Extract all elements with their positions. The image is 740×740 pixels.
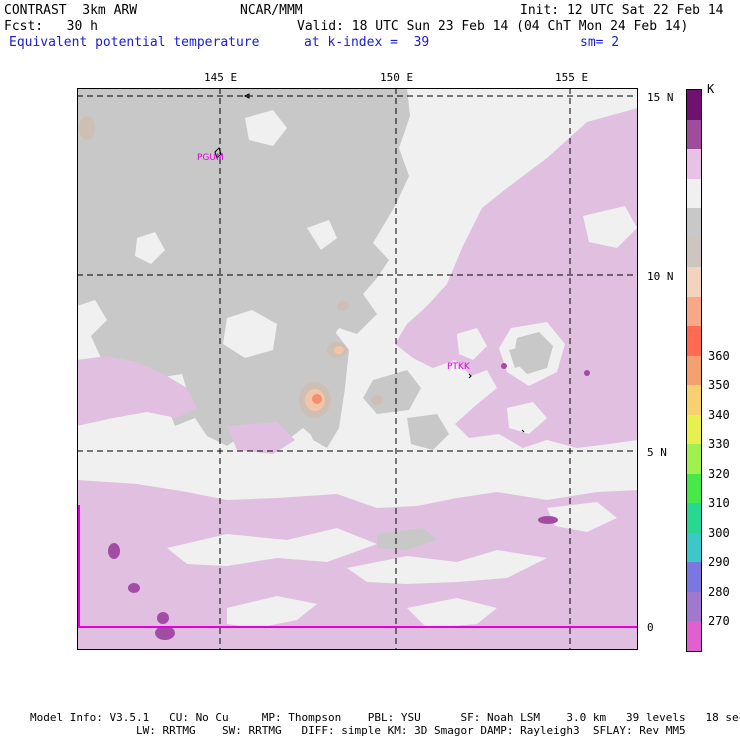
model-info-line-2: LW: RRTMG SW: RRTMG DIFF: simple KM: 3D … [30, 724, 686, 737]
legend-tick-label: 350 [708, 378, 730, 393]
level-label: at k-index = 39 [304, 35, 430, 50]
gray-strip-south [377, 528, 437, 550]
island-outline-4 [521, 429, 525, 433]
forecast-hour: Fcst: 30 h [4, 19, 98, 34]
legend-tick-label: 300 [708, 525, 730, 540]
map-frame [77, 88, 638, 650]
legend-swatch [687, 207, 701, 238]
white-channel-1 [167, 528, 377, 566]
legend-swatch [687, 89, 701, 120]
legend-tick-label: 270 [708, 614, 730, 629]
lilac-region-south [77, 480, 638, 650]
init-time: Init: 12 UTC Sat 22 Feb 14 [520, 3, 724, 18]
orange-blob-1 [312, 394, 322, 404]
color-legend [686, 89, 702, 652]
legend-tick-label: 280 [708, 584, 730, 599]
legend-tick-label: 320 [708, 466, 730, 481]
lilac-region-east [395, 108, 638, 448]
legend-swatch [687, 237, 701, 268]
lilac-hole-1 [457, 328, 487, 360]
legend-swatch [687, 178, 701, 209]
model-info-line-1: Model Info: V3.5.1 CU: No Cu MP: Thompso… [30, 711, 740, 724]
legend-tick-label: 290 [708, 555, 730, 570]
legend-swatch [687, 620, 701, 651]
gray-hole-3 [245, 110, 287, 146]
model-title: CONTRAST 3km ARW [4, 3, 138, 18]
legend-swatch [687, 119, 701, 150]
purple-patch-1 [108, 543, 120, 559]
purple-patch-6 [584, 370, 590, 376]
equator-left-bracket [78, 505, 80, 628]
legend-swatch [687, 384, 701, 415]
valid-time: Valid: 18 UTC Sun 23 Feb 14 (04 ChT Mon … [297, 19, 689, 34]
station-label-ptkk: PTKK [447, 362, 471, 372]
gray-hole-4 [307, 220, 337, 250]
lat-label-equator: 0 [647, 621, 654, 634]
purple-patch-5 [538, 516, 558, 524]
island-outline-1 [243, 93, 250, 99]
legend-swatch [687, 532, 701, 563]
lon-label-145: 145 E [204, 71, 238, 84]
legend-swatch [687, 443, 701, 474]
legend-swatch [687, 561, 701, 592]
island-outline-2 [214, 147, 222, 159]
legend-tick-label: 360 [708, 348, 730, 363]
peach-blob-2 [334, 346, 344, 354]
tan-blob-1 [79, 116, 95, 140]
theta-e-map[interactable]: PGUM PTKK [77, 88, 638, 650]
legend-swatch [687, 296, 701, 327]
legend-swatch [687, 266, 701, 297]
gray-island-2 [509, 346, 531, 368]
tan-blob-5 [371, 395, 383, 405]
legend-swatch [687, 473, 701, 504]
lilac-hole-4 [507, 402, 547, 434]
legend-swatch [687, 502, 701, 533]
lat-label-10n: 10 N [647, 270, 674, 283]
lon-label-150: 150 E [380, 71, 414, 84]
white-channel-2 [347, 550, 547, 584]
gray-hole-1 [223, 310, 277, 358]
station-label-pgum: PGUM [197, 153, 224, 163]
white-channel-3 [227, 596, 317, 628]
org-label: NCAR/MMM [240, 3, 303, 18]
purple-patch-4 [155, 626, 175, 640]
legend-unit: K [707, 82, 715, 96]
white-channel-5 [547, 502, 617, 532]
field-name: Equivalent potential temperature [9, 35, 260, 50]
lilac-patch-mid [227, 422, 295, 454]
gray-blob-c [407, 414, 449, 450]
legend-swatch [687, 148, 701, 179]
legend-swatch [687, 325, 701, 356]
gray-hole-2 [135, 232, 165, 264]
lat-lon-grid [77, 88, 638, 650]
legend-swatch [687, 591, 701, 622]
legend-tick-label: 340 [708, 407, 730, 422]
legend-tick-label: 310 [708, 496, 730, 511]
lilac-region-west [77, 356, 197, 426]
island-outline-3 [468, 373, 472, 379]
purple-patch-3 [157, 612, 169, 624]
white-channel-4 [407, 598, 497, 628]
lat-label-5n: 5 N [647, 446, 667, 459]
tan-blob-4 [337, 301, 349, 311]
lon-label-155: 155 E [555, 71, 589, 84]
purple-patch-7 [501, 363, 507, 369]
map-canvas: PGUM PTKK [77, 88, 638, 650]
legend-swatch [687, 414, 701, 445]
lat-label-15n: 15 N [647, 91, 674, 104]
purple-patch-2 [128, 583, 140, 593]
legend-tick-label: 330 [708, 437, 730, 452]
smoothing-label: sm= 2 [580, 35, 620, 50]
legend-swatch [687, 355, 701, 386]
lilac-hole-3 [583, 206, 637, 248]
